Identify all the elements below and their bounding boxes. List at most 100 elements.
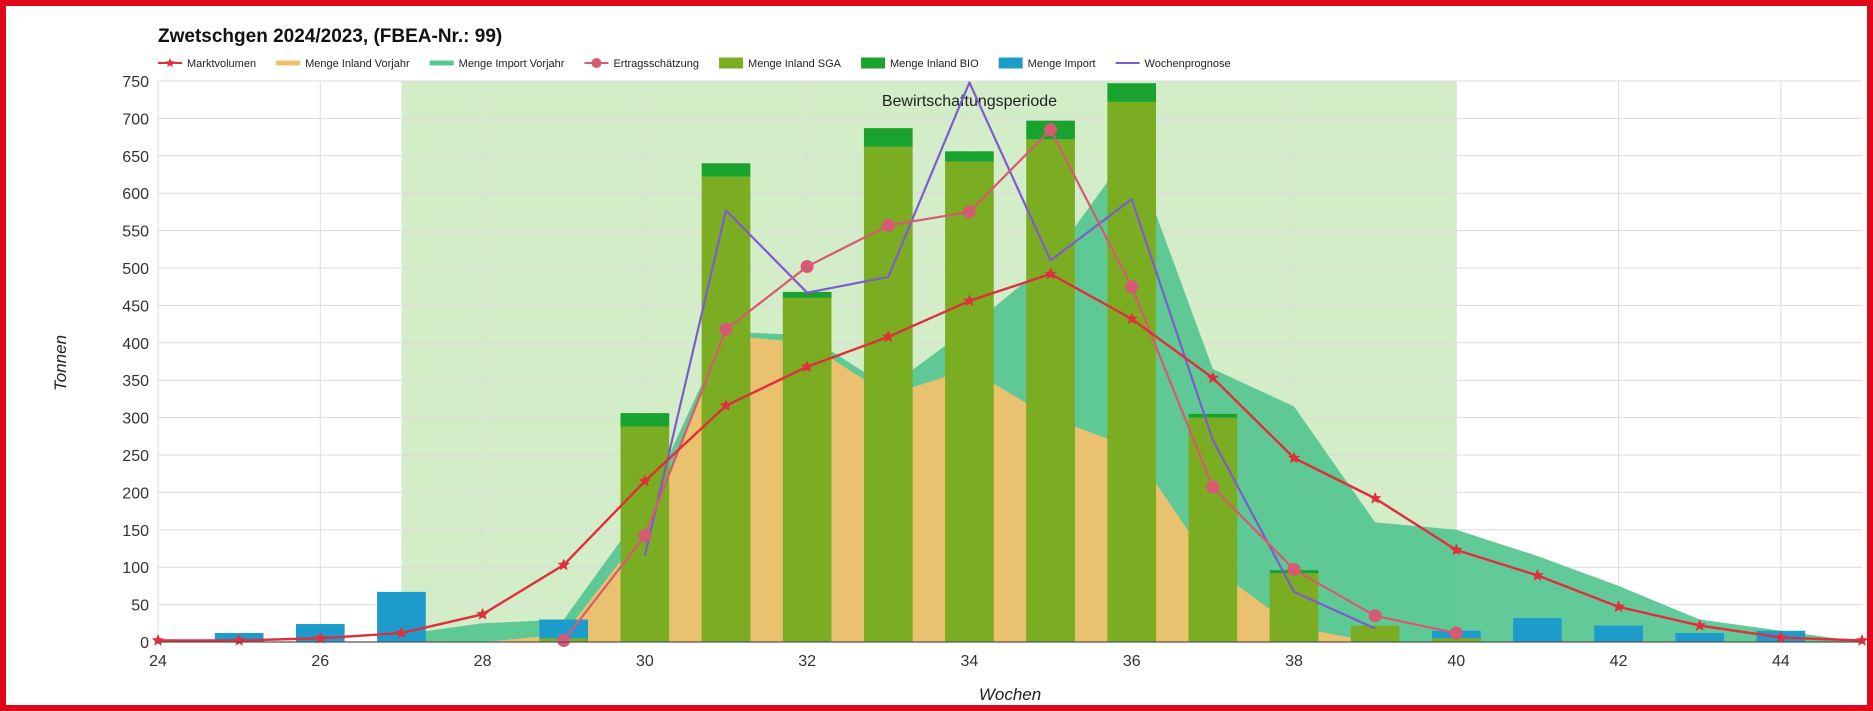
bar-menge-import-42 — [1594, 625, 1643, 642]
point-ertragsschaetzung-39 — [1368, 609, 1382, 623]
point-marktvolumen-27 — [395, 626, 408, 639]
y-tick-label-700: 700 — [122, 111, 149, 128]
y-tick-label-750: 750 — [122, 74, 149, 91]
point-marktvolumen-36 — [1125, 312, 1138, 325]
chart-legend: Marktvolumen Menge Inland Vorjahr Menge Im… — [158, 57, 1231, 70]
point-ertragsschaetzung-33 — [881, 218, 895, 232]
y-tick-label-550: 550 — [122, 224, 149, 241]
legend-item-menge-import: Menge Import — [998, 57, 1096, 70]
bar-menge-inland-sga-38 — [1269, 573, 1319, 642]
point-marktvolumen-41 — [1531, 568, 1544, 581]
y-tick-label-450: 450 — [122, 298, 149, 315]
point-ertragsschaetzung-37 — [1206, 480, 1220, 494]
x-tick-label-24: 24 — [149, 653, 167, 670]
point-ertragsschaetzung-40 — [1449, 626, 1463, 640]
bar-menge-inland-sga-35 — [1026, 139, 1075, 642]
legend-label: Menge Inland SGA — [748, 58, 842, 70]
line-ertragsschaetzung — [562, 128, 1457, 642]
point-marktvolumen-26 — [314, 631, 327, 644]
point-ertragsschaetzung-34 — [962, 205, 976, 219]
chart-title: Zwetschgen 2024/2023, (FBEA-Nr.: 99) — [158, 26, 502, 47]
bar-menge-inland-sga-37 — [1188, 417, 1238, 642]
y-tick-label-300: 300 — [122, 411, 149, 428]
point-ertragsschaetzung-29 — [557, 634, 571, 648]
point-ertragsschaetzung-38 — [1287, 562, 1301, 576]
point-marktvolumen-42 — [1612, 600, 1625, 613]
legend-swatch — [998, 57, 1023, 69]
bar-menge-inland-bio-31 — [701, 163, 751, 177]
bar-menge-inland-sga-34 — [945, 161, 994, 642]
y-tick-label-50: 50 — [131, 598, 149, 615]
point-marktvolumen-31 — [719, 399, 733, 411]
legend-label: Menge Import — [1028, 58, 1096, 70]
point-marktvolumen-39 — [1369, 491, 1382, 504]
point-ertragsschaetzung-30 — [638, 529, 652, 543]
x-tick-label-42: 42 — [1610, 653, 1628, 670]
y-tick-label-650: 650 — [122, 149, 149, 166]
point-marktvolumen-45 — [1855, 634, 1869, 646]
bar-menge-inland-bio-32 — [782, 291, 832, 298]
bar-menge-inland-bio-36 — [1107, 83, 1157, 102]
point-marktvolumen-34 — [963, 294, 976, 307]
x-tick-label-36: 36 — [1123, 653, 1141, 670]
x-tick-label-30: 30 — [636, 653, 654, 670]
x-tick-label-44: 44 — [1772, 653, 1790, 670]
point-ertragsschaetzung-32 — [800, 260, 814, 274]
legend-item-wochenprognose: Wochenprognose — [1115, 58, 1231, 70]
y-tick-label-250: 250 — [122, 448, 149, 465]
legend-marker — [165, 58, 175, 67]
legend-label: Ertragsschätzung — [613, 58, 699, 70]
legend-item-marktvolumen: Marktvolumen — [158, 58, 256, 70]
legend-item-menge-inland-bio: Menge Inland BIO — [861, 57, 979, 70]
legend-label: Menge Import Vorjahr — [459, 58, 565, 70]
line-marktvolumen — [158, 272, 1863, 642]
y-tick-label-0: 0 — [140, 635, 149, 652]
bar-menge-inland-bio-33 — [863, 128, 913, 147]
legend-item-menge-import-vorjahr: Menge Import Vorjahr — [429, 58, 565, 70]
bar-menge-import-41 — [1513, 618, 1562, 642]
point-marktvolumen-38 — [1287, 451, 1301, 464]
bar-menge-inland-sga-39 — [1350, 625, 1400, 642]
y-tick-label-600: 600 — [122, 186, 149, 203]
bar-menge-inland-bio-34 — [945, 151, 994, 162]
x-tick-label-32: 32 — [798, 653, 816, 670]
point-marktvolumen-30 — [638, 474, 651, 487]
x-tick-label-34: 34 — [961, 653, 979, 670]
line-layer — [151, 81, 1869, 648]
point-marktvolumen-25 — [233, 634, 246, 646]
bar-menge-import-43 — [1675, 633, 1725, 642]
point-marktvolumen-40 — [1450, 543, 1463, 556]
point-ertragsschaetzung-35 — [1044, 123, 1058, 137]
y-tick-label-100: 100 — [122, 560, 149, 577]
point-ertragsschaetzung-31 — [719, 322, 733, 336]
legend-swatch — [719, 57, 744, 69]
y-axis-label: Tonnen — [51, 335, 70, 391]
y-tick-label-150: 150 — [122, 523, 149, 540]
point-marktvolumen-37 — [1206, 371, 1219, 384]
legend-item-menge-inland-sga: Menge Inland SGA — [719, 57, 842, 70]
bar-menge-inland-sga-32 — [782, 297, 832, 642]
point-marktvolumen-43 — [1693, 619, 1706, 631]
bar-menge-inland-sga-31 — [701, 176, 751, 642]
legend-label: Marktvolumen — [187, 58, 256, 70]
y-tick-label-400: 400 — [122, 336, 149, 353]
legend-label: Wochenprognose — [1145, 58, 1231, 70]
point-ertragsschaetzung-36 — [1125, 280, 1139, 294]
x-tick-label-28: 28 — [474, 653, 492, 670]
legend-marker — [591, 58, 602, 68]
x-tick-label-26: 26 — [311, 653, 329, 670]
legend-label: Menge Inland Vorjahr — [305, 58, 410, 70]
bar-menge-inland-bio-30 — [620, 413, 670, 427]
x-tick-label-38: 38 — [1285, 653, 1303, 670]
x-tick-label-40: 40 — [1447, 653, 1465, 670]
legend-swatch — [429, 60, 454, 66]
legend-label: Menge Inland BIO — [890, 58, 979, 70]
legend-swatch — [861, 57, 885, 69]
bar-layer — [214, 83, 1806, 643]
point-marktvolumen-35 — [1044, 267, 1057, 280]
bar-menge-inland-sga-36 — [1107, 101, 1157, 643]
y-tick-label-200: 200 — [122, 485, 149, 502]
x-axis-label: Wochen — [979, 685, 1041, 704]
point-marktvolumen-44 — [1774, 631, 1787, 643]
